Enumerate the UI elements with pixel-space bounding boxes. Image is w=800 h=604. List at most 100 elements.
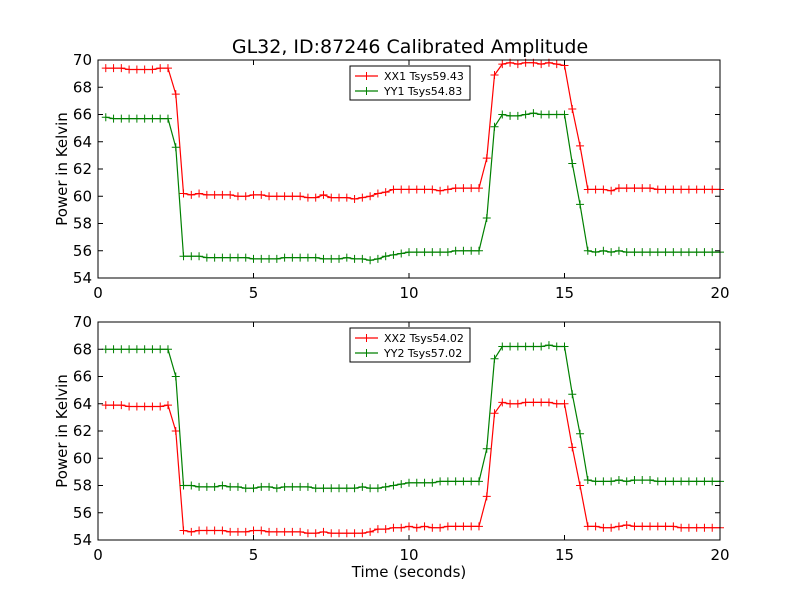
data-point xyxy=(303,482,312,491)
data-point xyxy=(684,248,693,257)
data-point xyxy=(513,60,522,69)
data-point xyxy=(163,401,172,410)
y-tick-label: 58 xyxy=(73,477,92,495)
data-point xyxy=(187,252,196,261)
data-point xyxy=(638,476,647,485)
data-point xyxy=(335,254,344,263)
data-point xyxy=(226,253,235,262)
data-point xyxy=(109,401,118,410)
data-point xyxy=(187,190,196,199)
data-point xyxy=(101,64,110,73)
data-point xyxy=(583,246,592,255)
data-point xyxy=(397,249,406,258)
data-point xyxy=(109,64,118,73)
x-tick-label: 15 xyxy=(555,284,574,302)
data-point xyxy=(101,401,110,410)
data-point xyxy=(202,526,211,535)
data-point xyxy=(661,248,670,257)
data-point xyxy=(622,521,631,530)
data-point xyxy=(482,444,491,453)
data-point xyxy=(405,248,413,257)
data-point xyxy=(482,154,491,163)
data-point xyxy=(599,523,608,532)
data-point xyxy=(148,345,157,354)
data-point xyxy=(498,342,507,351)
data-point xyxy=(218,526,227,535)
data-point xyxy=(272,527,281,536)
data-point xyxy=(163,345,172,354)
data-point xyxy=(529,398,538,407)
data-point xyxy=(646,184,655,193)
data-point xyxy=(132,402,141,411)
data-point xyxy=(498,60,507,69)
data-point xyxy=(140,65,149,74)
data-point xyxy=(599,477,608,486)
data-point xyxy=(366,484,375,493)
data-point xyxy=(692,248,701,257)
data-point xyxy=(443,477,452,486)
x-tick-label: 5 xyxy=(249,546,259,564)
data-point xyxy=(684,523,693,532)
data-point xyxy=(692,477,701,486)
data-point xyxy=(187,481,196,490)
data-point xyxy=(125,65,134,74)
x-tick-label: 20 xyxy=(710,284,729,302)
data-point xyxy=(436,477,445,486)
y-tick-label: 66 xyxy=(73,106,92,124)
data-point xyxy=(373,525,382,534)
y-tick-label: 66 xyxy=(73,368,92,386)
chart-title: GL32, ID:87246 Calibrated Amplitude xyxy=(232,36,588,58)
data-point xyxy=(405,185,413,194)
data-point xyxy=(630,248,639,257)
data-point xyxy=(630,476,639,485)
data-point xyxy=(467,184,476,193)
x-tick-label: 5 xyxy=(249,284,259,302)
y-tick-label: 68 xyxy=(73,78,92,96)
data-point xyxy=(630,184,639,193)
data-point xyxy=(171,372,180,381)
data-point xyxy=(366,192,375,201)
data-point xyxy=(482,492,491,501)
chart-panel-2: 0 5 10 15 20 54 56 58 60 62 64 66 68 70 Power in Kelvi… xyxy=(53,313,730,581)
data-point xyxy=(132,114,141,123)
data-point xyxy=(373,254,382,263)
legend-label: XX2 Tsys54.02 xyxy=(384,332,464,345)
data-point xyxy=(265,527,274,536)
data-point xyxy=(459,246,468,255)
data-point xyxy=(661,185,670,194)
legend: XX1 Tsys59.43 YY1 Tsys54.83 xyxy=(349,65,471,101)
data-point xyxy=(529,109,538,118)
data-point xyxy=(544,110,553,119)
data-point xyxy=(591,185,600,194)
data-point xyxy=(373,484,382,493)
data-point xyxy=(397,185,406,194)
data-point xyxy=(474,184,483,193)
data-point xyxy=(506,342,515,351)
data-point xyxy=(653,248,662,257)
data-point xyxy=(179,252,188,261)
data-point xyxy=(241,484,250,493)
data-point xyxy=(560,110,569,119)
y-tick-label: 70 xyxy=(73,313,92,331)
data-point xyxy=(358,482,367,491)
data-point xyxy=(428,523,437,532)
data-point xyxy=(288,527,297,536)
data-point xyxy=(202,482,211,491)
data-point xyxy=(350,484,359,493)
data-point xyxy=(280,482,289,491)
data-point xyxy=(163,114,172,123)
legend-label: YY1 Tsys54.83 xyxy=(383,85,462,98)
legend-box xyxy=(349,65,471,101)
data-point xyxy=(249,254,258,263)
data-point xyxy=(420,478,429,487)
data-point xyxy=(358,193,367,202)
data-point xyxy=(412,478,421,487)
data-point xyxy=(537,398,546,407)
data-point xyxy=(210,190,219,199)
data-point xyxy=(311,484,320,493)
data-point xyxy=(179,189,188,198)
data-point xyxy=(490,122,499,131)
data-point xyxy=(389,250,398,259)
data-point xyxy=(319,190,328,199)
